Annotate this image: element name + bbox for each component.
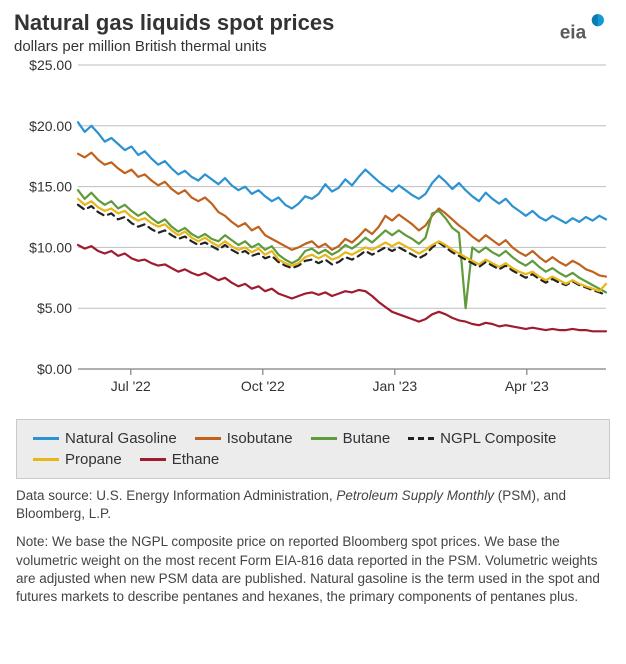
chart-area: $0.00 $5.00 $10.00 $15.00 $20.00 $25.00 Jul '2… — [14, 59, 612, 409]
legend-swatch — [33, 437, 59, 440]
title-block: Natural gas liquids spot prices dollars … — [14, 10, 558, 55]
series-natural-gasoline — [78, 122, 606, 223]
svg-text:$25.00: $25.00 — [29, 59, 72, 73]
svg-text:$10.00: $10.00 — [29, 239, 72, 255]
page: Natural gas liquids spot prices dollars … — [0, 0, 626, 664]
svg-text:eia: eia — [560, 22, 587, 43]
svg-text:Jul '22: Jul '22 — [111, 378, 151, 394]
legend-item: Propane — [33, 451, 122, 468]
legend-item: NGPL Composite — [408, 430, 556, 447]
chart-title: Natural gas liquids spot prices — [14, 10, 558, 36]
svg-text:Jan '23: Jan '23 — [372, 378, 417, 394]
legend-swatch — [311, 437, 337, 440]
legend: Natural Gasoline Isobutane Butane NGPL Comp… — [16, 419, 610, 479]
legend-label: Natural Gasoline — [65, 430, 177, 447]
legend-swatch — [195, 437, 221, 440]
legend-item: Ethane — [140, 451, 220, 468]
series-ngpl-composite — [78, 205, 606, 295]
legend-label: Butane — [343, 430, 391, 447]
svg-text:$20.00: $20.00 — [29, 118, 72, 134]
svg-text:Apr '23: Apr '23 — [505, 378, 549, 394]
legend-swatch — [33, 458, 59, 461]
legend-swatch — [140, 458, 166, 461]
legend-item: Butane — [311, 430, 391, 447]
legend-label: NGPL Composite — [440, 430, 556, 447]
svg-text:$15.00: $15.00 — [29, 179, 72, 195]
legend-row: Natural Gasoline Isobutane Butane NGPL Comp… — [33, 428, 599, 470]
series-ethane — [78, 245, 606, 331]
legend-swatch — [408, 437, 434, 440]
legend-label: Isobutane — [227, 430, 293, 447]
legend-label: Propane — [65, 451, 122, 468]
data-source: Data source: U.S. Energy Information Adm… — [16, 487, 610, 523]
svg-text:$0.00: $0.00 — [37, 361, 72, 377]
legend-label: Ethane — [172, 451, 220, 468]
eia-logo-icon: eia — [558, 12, 610, 44]
source-prefix: Data source: U.S. Energy Information Adm… — [16, 488, 336, 503]
series-butane — [78, 190, 606, 308]
note-text: Note: We base the NGPL composite price o… — [16, 533, 610, 606]
legend-item: Isobutane — [195, 430, 293, 447]
legend-item: Natural Gasoline — [33, 430, 177, 447]
source-italic: Petroleum Supply Monthly — [336, 488, 494, 503]
line-chart: $0.00 $5.00 $10.00 $15.00 $20.00 $25.00 Jul '2… — [14, 59, 612, 409]
chart-subtitle: dollars per million British thermal unit… — [14, 38, 558, 55]
svg-text:Oct '22: Oct '22 — [241, 378, 285, 394]
svg-text:$5.00: $5.00 — [37, 300, 72, 316]
header: Natural gas liquids spot prices dollars … — [14, 10, 612, 55]
